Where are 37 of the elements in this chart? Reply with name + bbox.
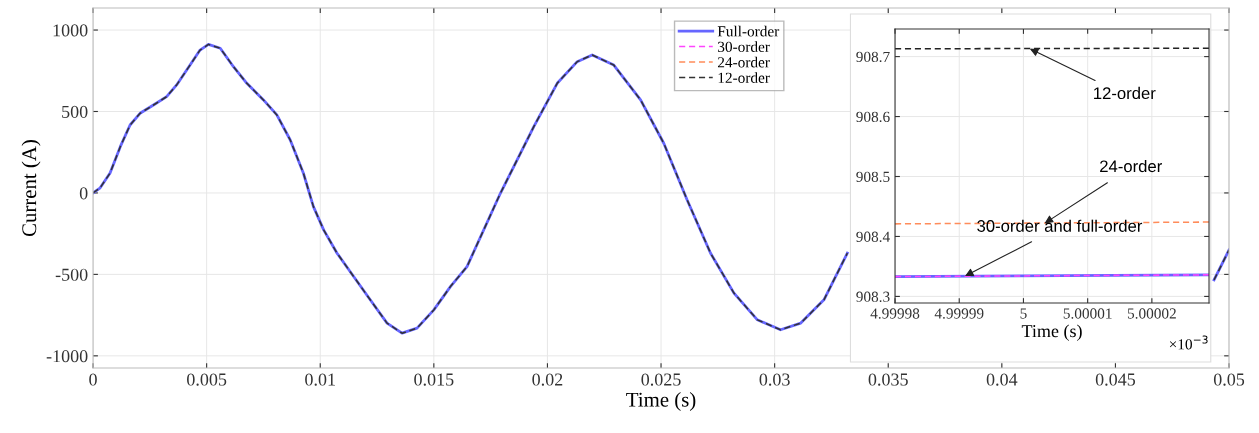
x-axis-title: Time (s) <box>1021 324 1082 341</box>
x-tick-label: 5 <box>1020 308 1027 319</box>
annotation: 30-order and full-order <box>977 219 1143 232</box>
x-tick-label: 4.99999 <box>934 308 984 319</box>
annotation: 24-order <box>1100 159 1162 173</box>
legend-label: 12-order <box>718 72 770 83</box>
y-tick-label: 1000 <box>53 24 88 37</box>
annotation: ×10$^{−3}$ <box>1169 335 1208 350</box>
x-tick-label: 0.03 <box>759 373 790 386</box>
y-tick-label: 908.5 <box>856 171 890 183</box>
y-tick-label: -1000 <box>46 350 88 363</box>
x-axis-title: Time (s) <box>626 392 696 411</box>
y-tick-label: 908.7 <box>856 51 890 63</box>
y-tick-label: 908.6 <box>856 111 890 123</box>
annotation: 12-order <box>1094 86 1156 100</box>
x-tick-label: 0.015 <box>414 373 454 386</box>
x-tick-label: 0.04 <box>986 373 1018 386</box>
y-tick-label: 908.3 <box>856 291 890 302</box>
y-tick-label: 0 <box>79 187 88 200</box>
legend-label: 30-order <box>718 41 770 52</box>
x-tick-label: 0.02 <box>532 373 563 386</box>
legend-label: 24-order <box>717 56 770 68</box>
x-tick-label: 0.005 <box>187 373 227 386</box>
x-tick-label: 4.99998 <box>870 308 920 319</box>
y-axis-title: Current (A) <box>21 140 41 237</box>
y-tick-label: -500 <box>55 268 88 281</box>
x-tick-label: 0.045 <box>1095 373 1136 386</box>
legend-label: Full-order <box>717 25 780 37</box>
x-tick-label: 0 <box>89 373 97 386</box>
y-tick-label: 500 <box>62 105 88 118</box>
x-tick-label: 5.00001 <box>1063 308 1112 319</box>
x-tick-label: 0.035 <box>868 373 908 386</box>
x-tick-label: 5.00002 <box>1127 308 1176 319</box>
x-tick-label: 0.025 <box>641 373 681 386</box>
y-tick-label: 908.4 <box>856 231 890 242</box>
x-tick-label: 0.01 <box>305 373 335 386</box>
x-tick-label: 0.05 <box>1213 373 1245 386</box>
